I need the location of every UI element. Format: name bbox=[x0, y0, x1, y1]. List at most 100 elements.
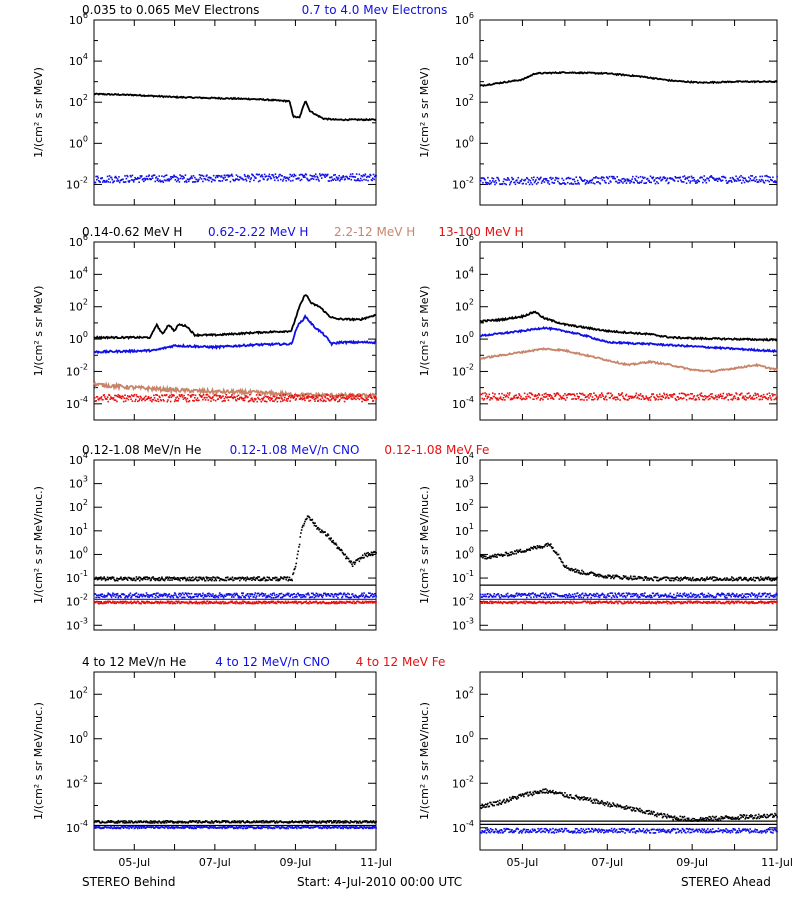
data-point bbox=[182, 596, 185, 599]
data-point bbox=[591, 396, 594, 398]
data-point bbox=[222, 177, 225, 180]
data-point bbox=[300, 397, 303, 400]
data-point bbox=[204, 595, 206, 598]
data-point bbox=[567, 594, 570, 597]
data-point bbox=[106, 594, 109, 596]
data-point bbox=[712, 177, 715, 179]
data-point bbox=[677, 396, 679, 398]
data-point bbox=[271, 601, 273, 604]
data-point bbox=[112, 600, 114, 603]
data-point bbox=[636, 577, 639, 580]
series-0-7-to-4-0-mev-electrons bbox=[94, 173, 377, 184]
data-point bbox=[107, 592, 110, 595]
data-line bbox=[93, 294, 377, 340]
data-point bbox=[732, 593, 735, 595]
data-point bbox=[533, 395, 536, 398]
data-point bbox=[715, 595, 718, 598]
data-point bbox=[116, 395, 119, 398]
data-point bbox=[542, 398, 544, 401]
data-point bbox=[357, 557, 360, 560]
data-point bbox=[300, 178, 303, 181]
data-point bbox=[762, 594, 764, 596]
data-point bbox=[156, 394, 159, 396]
data-point bbox=[556, 177, 558, 179]
data-point bbox=[324, 400, 327, 403]
data-point bbox=[567, 176, 570, 179]
data-point bbox=[654, 182, 657, 185]
data-point bbox=[637, 176, 640, 179]
data-point bbox=[264, 602, 267, 605]
data-point bbox=[341, 551, 344, 554]
data-point bbox=[772, 395, 774, 397]
data-point bbox=[612, 175, 615, 178]
data-point bbox=[298, 594, 300, 596]
data-point bbox=[622, 592, 625, 595]
y-axis-label: 1/(cm² s sr MeV) bbox=[418, 67, 431, 158]
data-point bbox=[273, 179, 276, 182]
data-point bbox=[766, 175, 768, 178]
data-point bbox=[274, 173, 277, 176]
data-point bbox=[97, 577, 99, 579]
data-point bbox=[481, 554, 484, 557]
data-point bbox=[649, 596, 652, 599]
data-point bbox=[707, 592, 710, 595]
data-point bbox=[516, 179, 518, 181]
data-point bbox=[212, 821, 215, 824]
data-point bbox=[349, 173, 352, 176]
data-point bbox=[620, 180, 623, 183]
data-point bbox=[679, 601, 682, 604]
data-point bbox=[626, 594, 628, 597]
data-point bbox=[703, 175, 706, 177]
data-point bbox=[373, 595, 375, 598]
data-point bbox=[99, 181, 101, 183]
data-point bbox=[359, 820, 361, 823]
data-point bbox=[622, 395, 624, 398]
data-point bbox=[269, 595, 271, 598]
data-point bbox=[192, 181, 194, 183]
data-point bbox=[663, 393, 666, 396]
data-point bbox=[218, 594, 220, 597]
data-point bbox=[738, 179, 740, 182]
data-point bbox=[241, 592, 243, 594]
data-point bbox=[278, 579, 281, 582]
data-point bbox=[607, 392, 610, 394]
data-point bbox=[245, 594, 248, 597]
data-point bbox=[713, 178, 715, 181]
data-point bbox=[545, 592, 547, 595]
data-point bbox=[124, 601, 126, 603]
data-point bbox=[766, 578, 768, 581]
data-point bbox=[326, 601, 329, 604]
data-point bbox=[365, 820, 368, 822]
data-point bbox=[145, 178, 147, 180]
data-point bbox=[265, 579, 268, 582]
data-point bbox=[357, 596, 360, 599]
data-point bbox=[589, 395, 592, 397]
data-point bbox=[627, 593, 629, 596]
data-point bbox=[743, 177, 745, 179]
data-point bbox=[228, 593, 231, 595]
data-point bbox=[179, 177, 182, 180]
data-point bbox=[213, 594, 216, 597]
data-point bbox=[127, 398, 130, 401]
data-point bbox=[302, 593, 304, 596]
data-point bbox=[172, 596, 175, 599]
data-point bbox=[581, 593, 583, 595]
data-point bbox=[355, 820, 357, 823]
data-point bbox=[497, 399, 500, 401]
data-point bbox=[218, 396, 221, 398]
data-point bbox=[534, 593, 537, 595]
data-point bbox=[555, 393, 558, 395]
data-point bbox=[514, 550, 517, 553]
data-point bbox=[568, 601, 570, 604]
series-0-12-1-08-mev-n-he bbox=[480, 542, 778, 582]
data-point bbox=[262, 592, 265, 595]
data-point bbox=[320, 395, 323, 398]
data-point bbox=[175, 180, 178, 183]
data-point bbox=[201, 602, 204, 605]
data-point bbox=[153, 592, 156, 595]
data-point bbox=[247, 595, 250, 597]
data-point bbox=[680, 595, 683, 597]
data-point bbox=[710, 595, 713, 598]
data-point bbox=[648, 579, 650, 581]
data-point bbox=[528, 548, 531, 550]
